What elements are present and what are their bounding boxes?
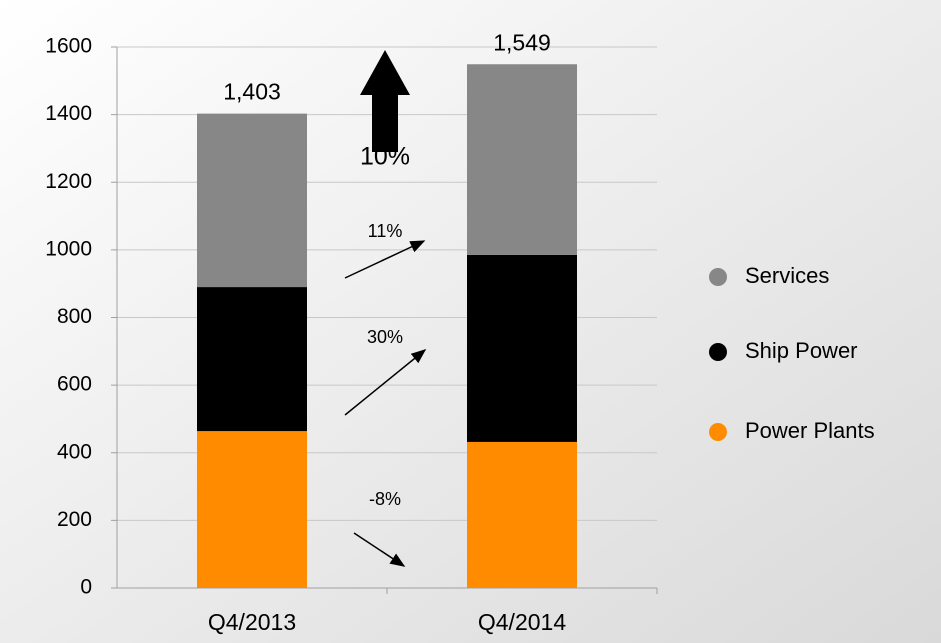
trend-arrow: [344, 240, 426, 279]
legend-label: Services: [745, 263, 829, 288]
bar-segment: [197, 431, 307, 588]
annotation: 10%: [360, 143, 410, 171]
y-tick-label: 1400: [45, 102, 92, 125]
legend-label: Power Plants: [745, 418, 875, 443]
bar-segment: [467, 441, 577, 588]
x-tick-label: Q4/2014: [478, 609, 566, 635]
y-tick-label: 200: [57, 508, 92, 531]
total-label: 1,403: [223, 79, 281, 105]
legend-swatch: [709, 423, 727, 441]
trend-arrow: [353, 532, 406, 567]
y-tick-label: 0: [80, 576, 92, 599]
bar-segment: [467, 64, 577, 255]
annotation: -8%: [369, 489, 401, 509]
legend-swatch: [709, 268, 727, 286]
total-label: 1,549: [493, 29, 551, 55]
bar-segment: [467, 254, 577, 442]
y-tick-label: 1000: [45, 237, 92, 260]
annotation: 30%: [367, 327, 403, 347]
y-tick-label: 1200: [45, 170, 92, 193]
x-tick-label: Q4/2013: [208, 609, 296, 635]
y-tick-label: 800: [57, 305, 92, 328]
legend-swatch: [709, 343, 727, 361]
y-tick-label: 600: [57, 373, 92, 396]
legend-label: Ship Power: [745, 338, 858, 363]
bar-segment: [197, 113, 307, 288]
annotation: 11%: [368, 221, 403, 241]
y-tick-label: 1600: [45, 35, 92, 58]
growth-arrow: [360, 50, 410, 152]
bar-segment: [197, 287, 307, 432]
y-tick-label: 400: [57, 440, 92, 463]
trend-arrow: [344, 349, 427, 416]
